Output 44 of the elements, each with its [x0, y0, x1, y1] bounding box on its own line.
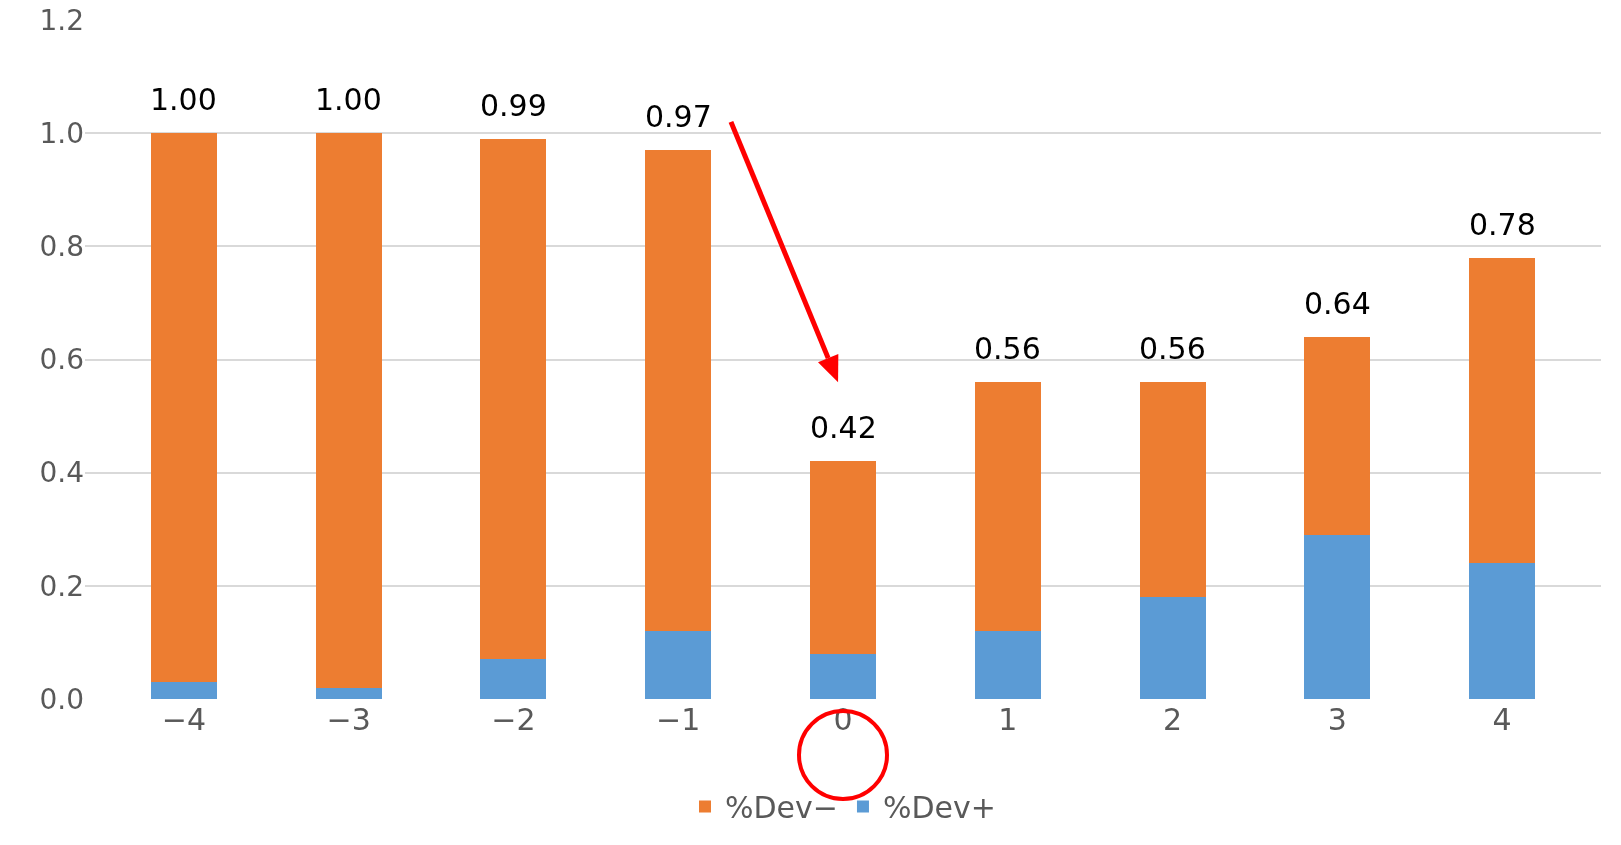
bar [150, 133, 217, 683]
bar [1469, 257, 1536, 564]
y-tick-label: 0.0 [39, 682, 84, 716]
total-label: 0.97 [645, 99, 712, 134]
y-tick-label: 0.4 [39, 456, 84, 490]
bar [810, 461, 876, 654]
total-label: 0.56 [974, 331, 1041, 366]
bar [1304, 336, 1371, 535]
y-tick-label: 0.2 [39, 569, 84, 603]
x-tick-label: 1 [998, 702, 1018, 737]
bar [645, 631, 712, 699]
total-label: 0.42 [810, 410, 877, 445]
x-tick-label: −1 [656, 702, 701, 737]
x-tick-label: −4 [161, 702, 206, 737]
x-tick-label: 2 [1163, 702, 1183, 737]
bar [1139, 597, 1206, 699]
total-label: 0.99 [480, 88, 547, 123]
total-label: 1.00 [315, 82, 382, 117]
legend-label: %Dev− [725, 790, 838, 826]
bar [1469, 563, 1536, 699]
total-label: 0.64 [1304, 286, 1371, 321]
bar [315, 687, 382, 699]
bar [974, 382, 1041, 632]
bar [480, 659, 547, 699]
bar [315, 133, 382, 688]
bar [645, 150, 712, 632]
bar [810, 653, 876, 699]
bar [974, 631, 1041, 699]
x-tick-label: −2 [491, 702, 536, 737]
bar [1304, 534, 1371, 699]
x-tick-label: 3 [1327, 702, 1347, 737]
x-tick-label: 4 [1492, 702, 1512, 737]
y-tick-label: 0.6 [39, 343, 84, 377]
y-tick-label: 1.2 [39, 3, 84, 37]
bar [150, 682, 217, 699]
total-label: 0.78 [1469, 207, 1536, 242]
legend-label: %Dev+ [882, 790, 996, 826]
total-label: 1.00 [150, 82, 217, 117]
bar [480, 138, 547, 660]
y-tick-label: 1.0 [39, 116, 84, 150]
y-tick-label: 0.8 [39, 230, 84, 264]
x-tick-label: −3 [326, 702, 371, 737]
bar [1139, 382, 1206, 598]
total-label: 0.56 [1139, 331, 1206, 366]
